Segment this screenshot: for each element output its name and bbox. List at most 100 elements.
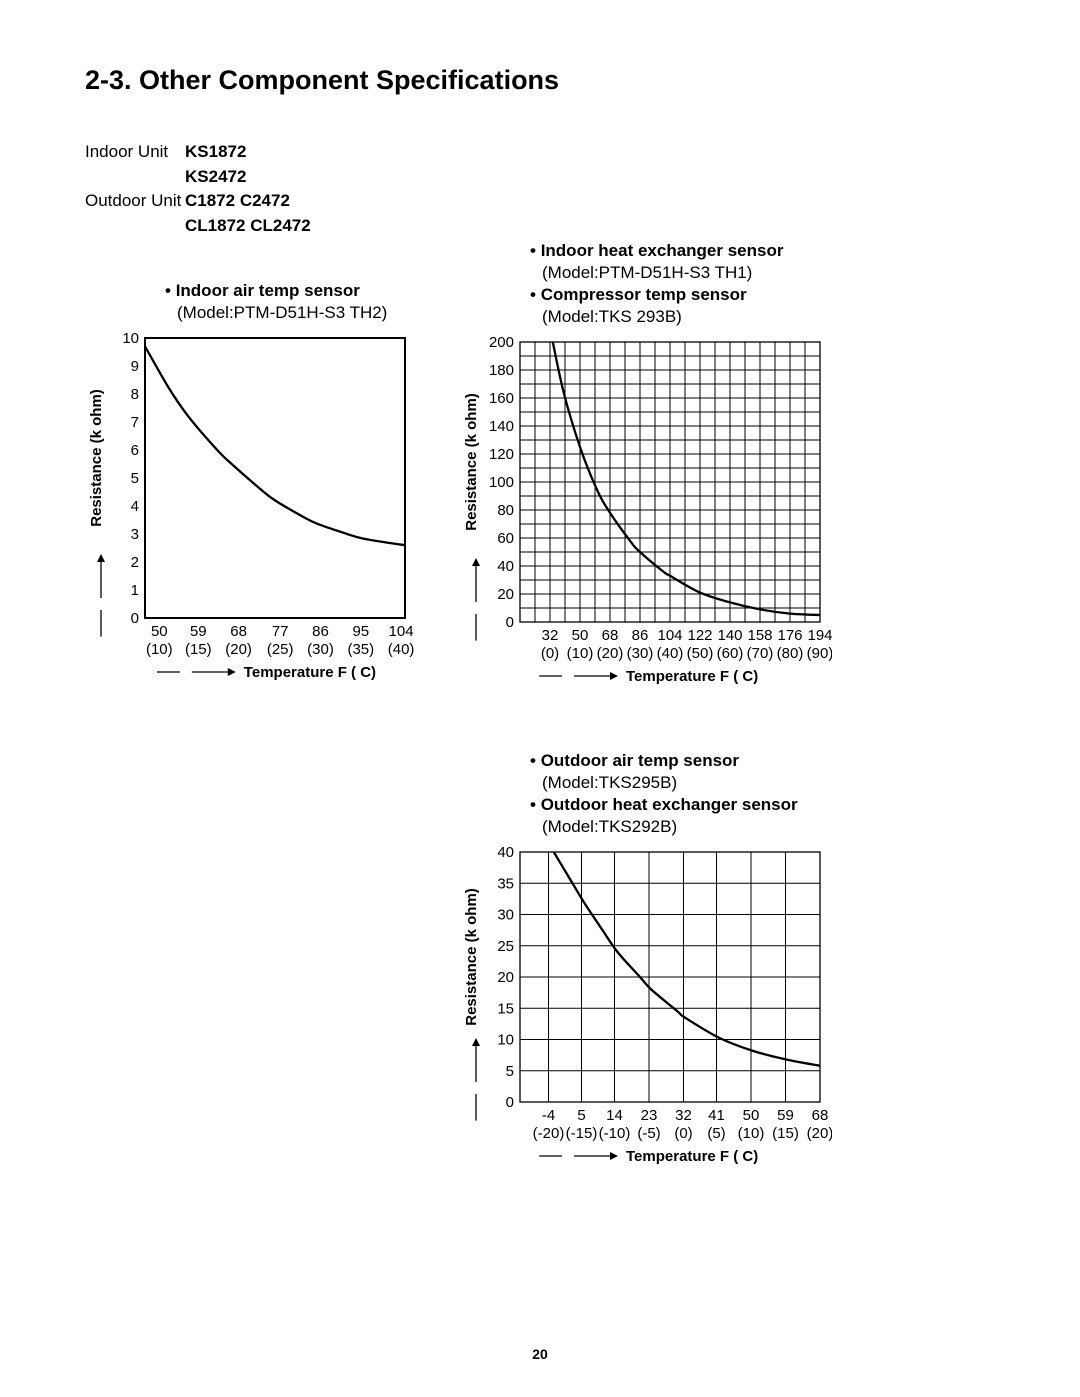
svg-text:68: 68 (812, 1107, 829, 1124)
svg-text:23: 23 (641, 1107, 658, 1124)
chart3-title-a: Outdoor air temp sensor (541, 751, 739, 770)
chart-outdoor-air-hx: • Outdoor air temp sensor (Model:TKS295B… (460, 750, 880, 1185)
svg-text:(10): (10) (146, 641, 173, 658)
svg-text:40: 40 (497, 844, 514, 861)
outdoor-unit-label: Outdoor Unit (85, 189, 185, 214)
svg-text:Temperature F ( C): Temperature F ( C) (244, 664, 376, 681)
svg-text:180: 180 (489, 362, 514, 379)
svg-text:95: 95 (352, 623, 369, 640)
svg-text:200: 200 (489, 334, 514, 351)
svg-text:0: 0 (131, 610, 139, 627)
svg-text:(-15): (-15) (566, 1125, 598, 1142)
chart3-headings: • Outdoor air temp sensor (Model:TKS295B… (460, 750, 880, 838)
svg-text:5: 5 (506, 1063, 514, 1080)
svg-text:(0): (0) (674, 1125, 692, 1142)
svg-text:(40): (40) (388, 641, 415, 658)
svg-text:0: 0 (506, 1094, 514, 1111)
page-number: 20 (0, 1346, 1080, 1362)
svg-text:Temperature F ( C): Temperature F ( C) (626, 668, 758, 685)
chart1-svg: 01234567891050(10)59(15)68(20)77(25)86(3… (85, 330, 417, 696)
svg-text:0: 0 (506, 614, 514, 631)
svg-text:(90): (90) (807, 645, 832, 662)
svg-text:59: 59 (777, 1107, 794, 1124)
svg-text:35: 35 (497, 876, 514, 893)
svg-text:100: 100 (489, 474, 514, 491)
svg-text:Resistance (k ohm): Resistance (k ohm) (463, 889, 480, 1027)
svg-text:59: 59 (190, 623, 207, 640)
chart2-title-b: Compressor temp sensor (541, 285, 747, 304)
svg-text:10: 10 (122, 330, 139, 347)
svg-text:-4: -4 (542, 1107, 555, 1124)
svg-text:(10): (10) (738, 1125, 765, 1142)
svg-text:(-20): (-20) (533, 1125, 565, 1142)
svg-text:140: 140 (717, 627, 742, 644)
svg-text:(25): (25) (267, 641, 294, 658)
chart1-headings: • Indoor air temp sensor (Model:PTM-D51H… (85, 280, 445, 324)
svg-text:(80): (80) (777, 645, 804, 662)
svg-text:50: 50 (572, 627, 589, 644)
chart2-title-a: Indoor heat exchanger sensor (541, 241, 784, 260)
unit-spec-block: Indoor Unit KS1872 KS2472 Outdoor Unit C… (85, 140, 311, 239)
svg-text:32: 32 (542, 627, 559, 644)
chart-indoor-air-temp: • Indoor air temp sensor (Model:PTM-D51H… (85, 280, 445, 701)
svg-text:86: 86 (312, 623, 329, 640)
svg-text:68: 68 (230, 623, 247, 640)
chart-indoor-hx-compressor: • Indoor heat exchanger sensor (Model:PT… (460, 240, 880, 705)
section-title: 2-3. Other Component Specifications (85, 65, 559, 96)
chart2-svg: 02040608010012014016018020032(0)50(10)68… (460, 334, 832, 700)
svg-text:(20): (20) (225, 641, 252, 658)
chart1-title: Indoor air temp sensor (176, 281, 360, 300)
svg-text:2: 2 (131, 554, 139, 571)
svg-text:50: 50 (743, 1107, 760, 1124)
chart3-model-a: (Model:TKS295B) (530, 772, 880, 794)
svg-text:8: 8 (131, 386, 139, 403)
svg-text:(-10): (-10) (599, 1125, 631, 1142)
svg-text:158: 158 (747, 627, 772, 644)
indoor-unit-model-b: KS2472 (185, 165, 246, 190)
svg-text:Temperature F ( C): Temperature F ( C) (626, 1148, 758, 1165)
svg-text:(35): (35) (347, 641, 374, 658)
svg-text:41: 41 (708, 1107, 725, 1124)
svg-text:20: 20 (497, 586, 514, 603)
svg-text:6: 6 (131, 442, 139, 459)
svg-text:Resistance (k ohm): Resistance (k ohm) (463, 394, 480, 532)
svg-text:(-5): (-5) (637, 1125, 660, 1142)
svg-text:9: 9 (131, 358, 139, 375)
svg-text:15: 15 (497, 1001, 514, 1018)
svg-text:80: 80 (497, 502, 514, 519)
page: 2-3. Other Component Specifications Indo… (0, 0, 1080, 1397)
svg-text:140: 140 (489, 418, 514, 435)
svg-text:3: 3 (131, 526, 139, 543)
svg-text:25: 25 (497, 938, 514, 955)
svg-text:60: 60 (497, 530, 514, 547)
svg-text:(70): (70) (747, 645, 774, 662)
chart1-model: (Model:PTM-D51H-S3 TH2) (165, 302, 445, 324)
svg-text:120: 120 (489, 446, 514, 463)
svg-text:(15): (15) (185, 641, 212, 658)
svg-text:1: 1 (131, 582, 139, 599)
svg-text:7: 7 (131, 414, 139, 431)
svg-text:(0): (0) (541, 645, 559, 662)
svg-text:176: 176 (777, 627, 802, 644)
svg-text:(30): (30) (307, 641, 334, 658)
svg-text:77: 77 (272, 623, 289, 640)
chart2-model-a: (Model:PTM-D51H-S3 TH1) (530, 262, 880, 284)
svg-text:160: 160 (489, 390, 514, 407)
svg-text:(50): (50) (687, 645, 714, 662)
indoor-unit-model-a: KS1872 (185, 140, 246, 165)
svg-text:104: 104 (389, 623, 414, 640)
svg-text:50: 50 (151, 623, 168, 640)
svg-text:20: 20 (497, 969, 514, 986)
svg-text:194: 194 (807, 627, 832, 644)
svg-text:32: 32 (675, 1107, 692, 1124)
outdoor-unit-model-a: C1872 C2472 (185, 189, 290, 214)
svg-text:(20): (20) (807, 1125, 832, 1142)
svg-text:122: 122 (687, 627, 712, 644)
chart3-model-b: (Model:TKS292B) (530, 816, 880, 838)
svg-text:104: 104 (657, 627, 682, 644)
svg-text:40: 40 (497, 558, 514, 575)
svg-text:68: 68 (602, 627, 619, 644)
chart2-model-b: (Model:TKS 293B) (530, 306, 880, 328)
outdoor-unit-model-b: CL1872 CL2472 (185, 214, 311, 239)
svg-text:10: 10 (497, 1032, 514, 1049)
